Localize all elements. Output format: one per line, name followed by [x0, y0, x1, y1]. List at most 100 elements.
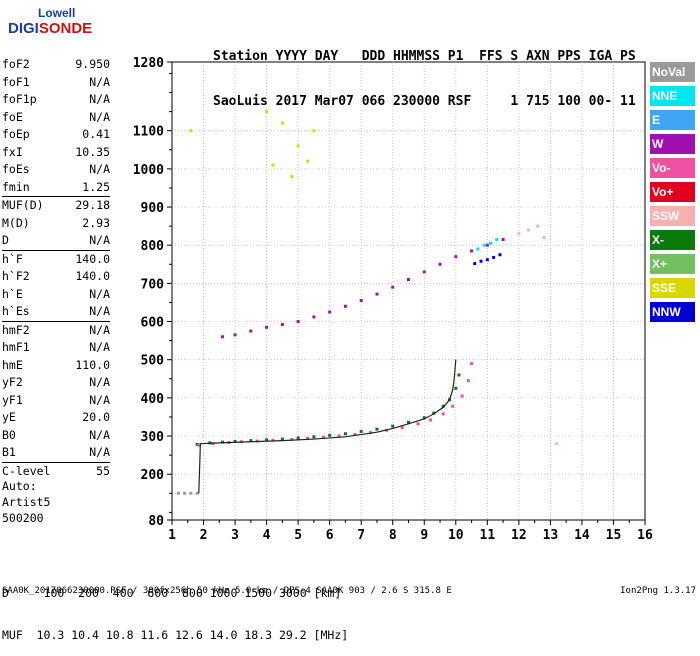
data-point [479, 259, 483, 263]
parameter-value: N/A [89, 162, 110, 176]
x-tick-label: 13 [543, 528, 559, 543]
parameter-value: N/A [89, 92, 110, 106]
parameter-value: N/A [89, 392, 110, 407]
data-point [375, 427, 379, 431]
y-tick-label: 900 [141, 201, 165, 216]
data-point [359, 299, 363, 303]
data-point [526, 228, 530, 232]
ionogram-plot: 1 2 3 4 5 6 7 8 9 10 11 12 13 14 15 1680200300400500600… [133, 56, 653, 543]
data-point [343, 432, 347, 436]
data-point [189, 491, 193, 495]
data-point [438, 262, 442, 266]
parameter-name: foF2 [2, 57, 30, 71]
x-tick-label: 4 [263, 528, 271, 543]
legend-item: Vo- [650, 158, 695, 178]
legend-item: Vo+ [650, 182, 695, 202]
data-point [476, 247, 480, 251]
legend-item: E [650, 110, 695, 130]
data-point [359, 429, 363, 433]
x-tick-label: 9 [420, 528, 428, 543]
y-tick-label: 80 [148, 514, 164, 529]
data-point [353, 433, 357, 437]
parameter-value: 20.0 [82, 410, 110, 424]
parameter-value: 140.0 [75, 251, 110, 266]
parameter-name: MUF(D) [2, 198, 44, 212]
y-tick-label: 400 [141, 392, 165, 407]
data-point [466, 379, 470, 383]
data-point [306, 159, 310, 163]
legend-item: W [650, 134, 695, 154]
data-point [441, 404, 445, 408]
header-values: SaoLuis 2017 Mar07 066 230000 RSF 1 715 … [213, 94, 636, 109]
x-tick-label: 1 [168, 528, 176, 543]
x-tick-label: 6 [326, 528, 334, 543]
parameter-name: B1 [2, 445, 16, 459]
x-tick-label: 10 [448, 528, 464, 543]
data-point [407, 278, 410, 282]
data-point [312, 129, 316, 133]
legend-item: NNW [650, 302, 695, 322]
x-tick-label: 14 [574, 528, 590, 543]
x-tick-label: 2 [200, 528, 208, 543]
parameter-row: foF1p N/A [2, 91, 110, 109]
data-point [492, 255, 496, 259]
data-point [290, 175, 294, 178]
data-point [176, 491, 180, 495]
parameter-value: 2.93 [82, 215, 110, 230]
y-tick-label: 800 [141, 239, 165, 254]
x-tick-label: 5 [294, 528, 302, 543]
data-point [312, 435, 316, 439]
parameter-name: yE [2, 410, 16, 424]
data-point [488, 241, 492, 245]
parameter-name: foF1 [2, 74, 30, 89]
data-point [470, 249, 474, 253]
data-point [189, 129, 193, 133]
muf-distance-row: D 100 200 400 600 800 1000 1500 3000 [km… [2, 586, 342, 600]
parameter-separator [2, 320, 110, 322]
software-version: Ion2Png 1.3.17 [620, 586, 696, 596]
y-tick-label: 600 [141, 316, 165, 331]
parameter-row: C-level 55 [2, 463, 110, 481]
x-tick-label: 12 [511, 528, 527, 543]
data-point [271, 438, 275, 442]
y-tick-label: 200 [141, 468, 165, 483]
x-tick-label: 16 [637, 528, 653, 543]
y-tick-label: 300 [141, 430, 165, 445]
data-point [220, 440, 224, 444]
data-point [517, 232, 521, 236]
data-point [296, 320, 300, 324]
parameter-name: hmF1 [2, 340, 30, 354]
data-point [265, 438, 269, 442]
data-point [457, 373, 461, 377]
data-point [280, 437, 284, 441]
data-point [306, 436, 310, 440]
parameter-row: yF2 N/A [2, 374, 110, 392]
station-header: Station YYYY DAY DDD HHMMSS P1 FFS S AXN… [213, 19, 636, 124]
parameter-value: 9.950 [75, 57, 110, 71]
data-point [485, 258, 489, 262]
parameter-name: hmE [2, 357, 23, 372]
parameter-value: 10.35 [75, 144, 110, 159]
parameter-name: fmin [2, 179, 30, 194]
parameter-row: foF2 9.950 [2, 56, 110, 74]
parameter-name: M(D) [2, 215, 30, 230]
parameter-value: N/A [89, 74, 110, 89]
data-point [407, 420, 410, 424]
parameter-row: MUF(D) 29.18 [2, 197, 110, 215]
y-tick-label: 1280 [133, 56, 164, 71]
data-point [249, 329, 253, 333]
muf-table: D 100 200 400 600 800 1000 1500 3000 [km… [2, 558, 348, 656]
parameter-row: fmin 1.25 [2, 179, 110, 197]
parameter-name: yF1 [2, 392, 23, 407]
data-point [485, 243, 489, 247]
direction-legend: NoVal NNE E W Vo- Vo+ SSW X- X+ SSE NNW [650, 62, 695, 326]
data-point [328, 433, 332, 437]
parameter-name: h`F2 [2, 269, 30, 283]
legend-item: X- [650, 230, 695, 250]
parameter-value: N/A [89, 233, 110, 247]
parameter-name: yF2 [2, 375, 23, 389]
data-point [271, 163, 275, 167]
parameter-value: 29.18 [75, 198, 110, 212]
parameter-value: N/A [89, 322, 110, 337]
auto-label: Auto: [2, 479, 37, 493]
